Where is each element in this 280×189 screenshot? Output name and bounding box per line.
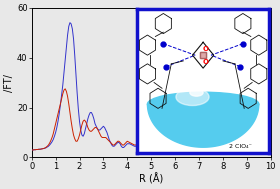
- X-axis label: R (Å): R (Å): [139, 174, 163, 185]
- Y-axis label: /FT/: /FT/: [4, 74, 14, 91]
